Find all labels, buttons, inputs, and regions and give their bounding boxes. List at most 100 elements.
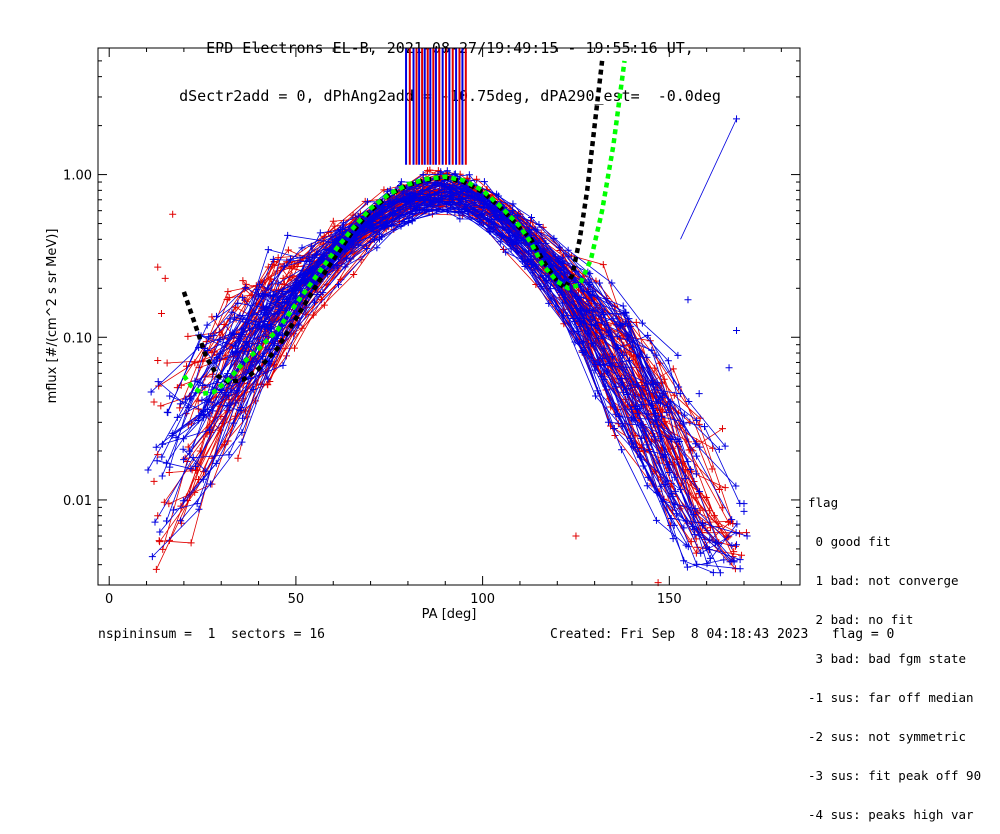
flux-point-marker bbox=[187, 539, 195, 547]
flux-point-marker bbox=[592, 392, 600, 400]
flux-point-marker bbox=[509, 200, 517, 208]
flux-point-marker bbox=[180, 435, 188, 443]
flux-point-marker bbox=[203, 347, 211, 355]
x-axis-label: PA [deg] bbox=[422, 607, 477, 622]
flux-point-marker bbox=[191, 359, 199, 367]
flux-point-marker bbox=[693, 560, 701, 568]
flux-point-marker bbox=[676, 390, 684, 398]
flux-point-marker bbox=[652, 516, 660, 524]
plot-frame bbox=[97, 47, 801, 586]
flux-point-marker bbox=[163, 359, 171, 367]
flux-point-marker bbox=[451, 208, 459, 216]
flux-point-marker bbox=[263, 321, 271, 329]
flux-point-marker bbox=[158, 472, 166, 480]
outlier-point-marker bbox=[154, 512, 162, 520]
flux-point-marker bbox=[424, 167, 432, 175]
flux-point-marker bbox=[706, 536, 714, 544]
flux-point-marker bbox=[732, 482, 740, 490]
flux-point-marker bbox=[708, 465, 716, 473]
flux-point-marker bbox=[242, 280, 250, 288]
fit-overlays bbox=[181, 60, 627, 397]
flux-point-marker bbox=[233, 387, 241, 395]
outlier-points bbox=[150, 115, 748, 587]
flux-point-marker bbox=[278, 332, 286, 340]
flux-point-marker bbox=[693, 452, 701, 460]
flux-point-marker bbox=[693, 416, 701, 424]
flux-point-marker bbox=[674, 351, 682, 359]
flux-point-marker bbox=[651, 433, 659, 441]
flux-point-marker bbox=[205, 412, 213, 420]
flux-point-marker bbox=[622, 363, 630, 371]
flux-point-marker bbox=[339, 226, 347, 234]
flux-point-marker bbox=[216, 336, 224, 344]
flux-point-marker bbox=[736, 556, 744, 564]
flux-point-marker bbox=[660, 375, 668, 383]
flux-point-marker bbox=[537, 283, 545, 291]
flux-point-marker bbox=[563, 312, 571, 320]
flux-point-marker bbox=[199, 382, 207, 390]
flux-point-marker bbox=[604, 418, 612, 426]
flux-point-marker bbox=[206, 480, 214, 488]
outlier-point-marker bbox=[150, 477, 158, 485]
x-tick-label: 100 bbox=[470, 592, 495, 607]
flux-point-marker bbox=[203, 321, 211, 329]
green-dashed-fit-line bbox=[182, 60, 627, 397]
flux-point-marker bbox=[706, 554, 714, 562]
flux-point-marker bbox=[421, 196, 429, 204]
flux-point-marker bbox=[331, 222, 339, 230]
flux-point-marker bbox=[696, 443, 704, 451]
flux-point-marker bbox=[225, 406, 233, 414]
flux-point-marker bbox=[238, 428, 246, 436]
flux-point-marker bbox=[234, 454, 242, 462]
flux-point-marker bbox=[733, 520, 741, 528]
flux-point-marker bbox=[148, 553, 156, 561]
flux-point-marker bbox=[419, 171, 427, 179]
flux-point-marker bbox=[591, 360, 599, 368]
flux-point-marker bbox=[157, 402, 165, 410]
flux-point-marker bbox=[405, 214, 413, 222]
flux-point-marker bbox=[189, 454, 197, 462]
flux-point-marker bbox=[573, 294, 581, 302]
flux-point-marker bbox=[224, 392, 232, 400]
flux-point-marker bbox=[692, 470, 700, 478]
outlier-point-marker bbox=[695, 390, 703, 398]
flux-point-marker bbox=[638, 319, 646, 327]
flux-trace-line bbox=[194, 179, 689, 462]
flux-point-marker bbox=[386, 186, 394, 194]
flux-point-marker bbox=[528, 213, 536, 221]
flux-point-marker bbox=[153, 457, 161, 465]
flag-legend: flag 0 good fit 1 bad: not converge 2 ba… bbox=[808, 470, 981, 834]
flux-point-marker bbox=[697, 549, 705, 557]
flux-point-marker bbox=[389, 208, 397, 216]
flux-point-marker bbox=[738, 551, 746, 559]
flux-point-marker bbox=[373, 244, 381, 252]
flux-point-marker bbox=[652, 351, 660, 359]
flux-point-marker bbox=[683, 563, 691, 571]
flux-point-marker bbox=[605, 359, 613, 367]
flux-point-marker bbox=[212, 459, 220, 467]
flux-point-marker bbox=[232, 399, 240, 407]
flux-point-marker bbox=[684, 458, 692, 466]
flux-trace bbox=[203, 198, 687, 428]
flux-point-marker bbox=[478, 210, 486, 218]
flux-point-marker bbox=[319, 289, 327, 297]
flux-point-marker bbox=[210, 332, 218, 340]
flux-point-marker bbox=[235, 334, 243, 342]
flux-point-marker bbox=[302, 270, 310, 278]
flux-point-marker bbox=[584, 327, 592, 335]
flux-point-marker bbox=[308, 253, 316, 261]
flux-point-marker bbox=[399, 189, 407, 197]
flux-point-marker bbox=[225, 451, 233, 459]
flux-point-marker bbox=[288, 287, 296, 295]
flux-point-marker bbox=[203, 397, 211, 405]
flux-point-marker bbox=[152, 565, 160, 573]
flux-point-marker bbox=[456, 215, 464, 223]
flux-point-marker bbox=[224, 288, 232, 296]
flux-point-marker bbox=[709, 569, 717, 577]
flux-point-marker bbox=[223, 295, 231, 303]
flux-point-marker bbox=[479, 203, 487, 211]
outlier-point-marker bbox=[733, 327, 741, 335]
outlier-point-marker bbox=[572, 532, 580, 540]
flux-point-marker bbox=[679, 459, 687, 467]
flux-point-marker bbox=[202, 467, 210, 475]
